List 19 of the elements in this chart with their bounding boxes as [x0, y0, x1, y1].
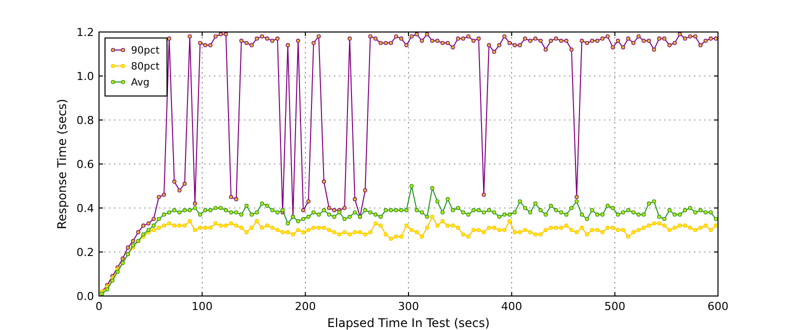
- x-tick-label: 0: [96, 300, 102, 313]
- x-axis-title: Elapsed Time In Test (secs): [327, 316, 490, 330]
- x-tick-label: 100: [192, 300, 213, 313]
- x-tick-label: 400: [501, 300, 522, 313]
- y-tick-label: 1.0: [76, 70, 94, 83]
- y-tick-label: 0.0: [76, 290, 94, 303]
- y-tick-label: 0.8: [76, 114, 94, 127]
- legend-label: Avg: [131, 78, 150, 88]
- y-tick-label: 0.2: [76, 246, 94, 259]
- x-tick-label: 500: [604, 300, 626, 313]
- x-tick-label: 600: [708, 300, 728, 313]
- legend-label: 80pct: [131, 62, 160, 72]
- y-tick-label: 0.6: [76, 158, 94, 171]
- x-tick-label: 300: [398, 300, 419, 313]
- y-axis-title: Response Time (secs): [55, 98, 69, 230]
- y-tick-label: 0.4: [76, 202, 94, 215]
- x-tick-label: 200: [294, 300, 316, 313]
- legend-label: 90pct: [131, 46, 160, 56]
- y-tick-label: 1.2: [76, 26, 94, 39]
